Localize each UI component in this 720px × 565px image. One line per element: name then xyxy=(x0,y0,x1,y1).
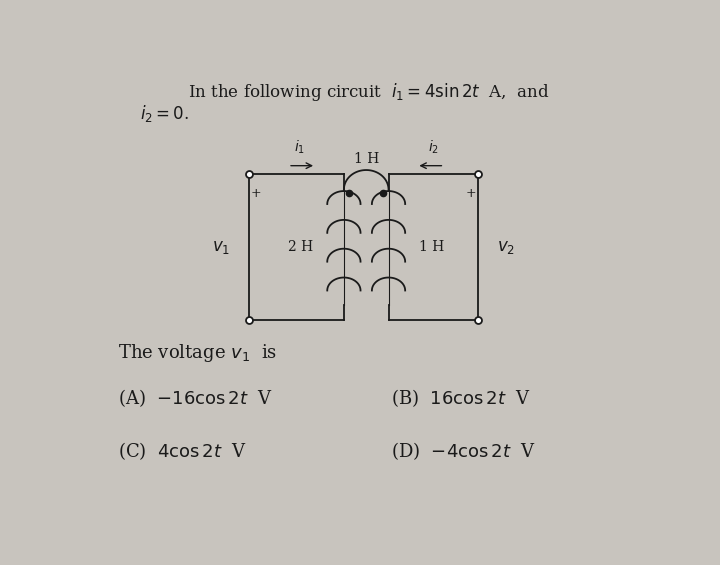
Text: $v_2$: $v_2$ xyxy=(497,239,515,256)
Text: (A)  $-16\cos 2t$  V: (A) $-16\cos 2t$ V xyxy=(118,388,273,410)
Text: The voltage $v_1$  is: The voltage $v_1$ is xyxy=(118,342,277,364)
Text: (C)  $4\cos 2t$  V: (C) $4\cos 2t$ V xyxy=(118,440,247,462)
Text: 2 H: 2 H xyxy=(288,240,313,254)
Text: $i_1$: $i_1$ xyxy=(294,139,305,156)
Text: 1 H: 1 H xyxy=(354,151,379,166)
Text: (B)  $16\cos 2t$  V: (B) $16\cos 2t$ V xyxy=(392,388,531,410)
Text: +: + xyxy=(251,188,261,201)
Text: (D)  $-4\cos 2t$  V: (D) $-4\cos 2t$ V xyxy=(392,440,536,462)
Text: $v_1$: $v_1$ xyxy=(212,239,230,256)
Text: $i_2 = 0$.: $i_2 = 0$. xyxy=(140,103,189,124)
Text: +: + xyxy=(466,188,477,201)
Text: 1 H: 1 H xyxy=(419,240,444,254)
Text: $i_2$: $i_2$ xyxy=(428,139,438,156)
Text: In the following circuit  $i_1 = 4\sin 2t$  A,  and: In the following circuit $i_1 = 4\sin 2t… xyxy=(188,81,550,103)
